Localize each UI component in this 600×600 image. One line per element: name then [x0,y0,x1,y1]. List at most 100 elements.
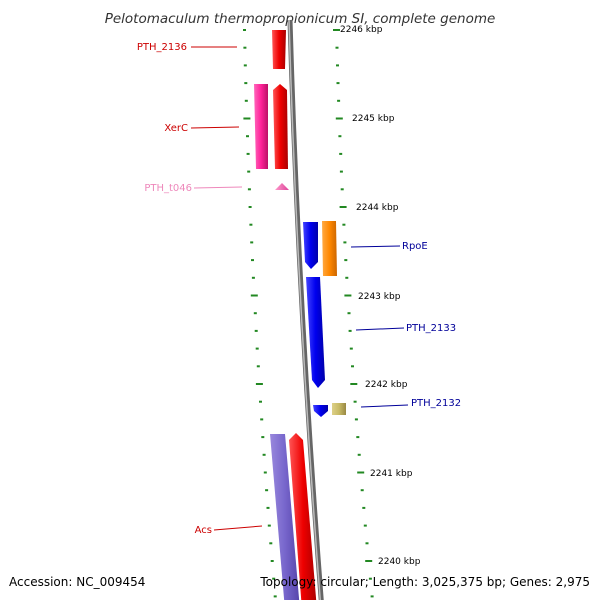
left-tick-14 [251,276,255,279]
left-tick-21 [259,400,262,403]
right-tick-3 [336,82,340,85]
kbp-label-2246: 2246 kbp [340,25,383,35]
left-tick-3 [244,82,248,85]
kbp-label-2242: 2242 kbp [365,380,408,390]
right-tick-31 [368,577,372,580]
left-tick-12 [250,241,254,244]
gene-pth-2133[interactable] [306,277,325,388]
left-tick-23 [261,436,265,439]
genome-summary-text: Topology: circular; Length: 3,025,375 bp… [259,575,590,589]
leader-acs [213,525,263,531]
gene-acs[interactable] [270,434,300,600]
right-tick-30 [365,560,373,562]
left-tick-20 [255,383,263,385]
right-tick-21 [353,400,357,403]
right-tick-29 [365,542,369,545]
right-tick-11 [342,223,346,226]
gene-pth-t046[interactable] [275,183,289,190]
left-tick-8 [247,170,251,173]
right-tick-14 [345,276,349,279]
left-tick-0 [243,29,246,31]
right-tick-20 [350,383,358,385]
map-title: Pelotomaculum thermopropionicum SI, comp… [105,11,496,27]
left-tick-10 [248,206,252,208]
right-tick-22 [354,418,358,421]
gene-rpoe-partner[interactable] [303,222,318,269]
gene-pth-2132[interactable] [332,403,346,415]
right-tick-25 [357,471,365,474]
left-tick-19 [256,365,260,368]
right-tick-28 [363,524,367,527]
left-tick-9 [247,188,251,191]
gene-pth-2136[interactable] [272,30,286,69]
left-tick-31 [272,577,276,580]
genome-backbone [287,19,324,600]
label-pth-2133[interactable]: PTH_2133 [406,323,456,334]
gene-xerc-partner[interactable] [254,84,268,169]
right-tick-18 [349,347,353,350]
left-tick-17 [254,329,258,332]
left-tick-5 [243,117,251,120]
right-tick-15 [344,294,352,297]
right-tick-9 [340,188,344,191]
left-tick-16 [253,312,257,315]
left-tick-27 [266,506,270,509]
gene-acs-partner[interactable] [289,433,317,600]
left-tick-28 [267,524,271,527]
left-tick-25 [263,471,267,474]
right-tick-19 [351,365,354,368]
left-tick-1 [243,46,247,49]
left-tick-6 [246,135,249,138]
right-tick-6 [338,135,342,138]
kbp-label-2244: 2244 kbp [356,203,399,213]
leader-pth-2132 [360,404,409,408]
right-tick-17 [348,329,352,332]
leader-rpoe [350,245,401,248]
right-tick-32 [370,595,374,598]
right-tick-24 [357,453,361,456]
right-tick-7 [339,152,343,155]
right-tick-13 [344,259,348,262]
leader-pth-t046 [193,186,243,189]
label-pth-2136[interactable]: PTH_2136 [137,42,187,53]
right-tick-12 [343,241,347,244]
left-tick-32 [273,595,277,598]
right-tick-0 [333,29,340,31]
left-tick-30 [270,560,274,562]
left-tick-24 [262,453,266,456]
kbp-label-2241: 2241 kbp [370,469,413,479]
right-tick-16 [347,312,351,315]
left-tick-2 [243,64,247,67]
genome-backbone-highlight [288,19,321,600]
left-tick-18 [255,347,259,350]
label-pth-t046[interactable]: PTH_t046 [144,183,192,194]
left-tick-26 [265,489,269,492]
left-tick-7 [246,152,250,155]
right-tick-27 [362,506,366,509]
kbp-label-2240: 2240 kbp [378,557,421,567]
leader-pth-2133 [355,327,405,331]
left-tick-29 [269,542,273,545]
label-acs[interactable]: Acs [195,525,212,536]
gene-pth-2132-partner[interactable] [313,405,328,417]
right-tick-26 [360,489,364,492]
label-rpoe[interactable]: RpoE [402,241,428,252]
right-tick-track [333,29,374,598]
right-tick-8 [339,170,343,173]
right-tick-23 [356,436,360,439]
left-tick-4 [244,99,248,102]
left-tick-11 [249,223,253,226]
kbp-label-2245: 2245 kbp [352,114,395,124]
gene-xerc[interactable] [273,84,288,169]
left-tick-15 [250,294,258,297]
left-tick-13 [251,259,254,262]
right-tick-2 [336,64,339,67]
leader-xerc [190,126,240,129]
gene-rpoe[interactable] [322,221,337,276]
label-xerc[interactable]: XerC [164,123,188,134]
left-tick-track [243,29,277,598]
right-tick-10 [339,206,347,208]
right-tick-5 [335,117,343,120]
label-pth-2132[interactable]: PTH_2132 [411,398,461,409]
